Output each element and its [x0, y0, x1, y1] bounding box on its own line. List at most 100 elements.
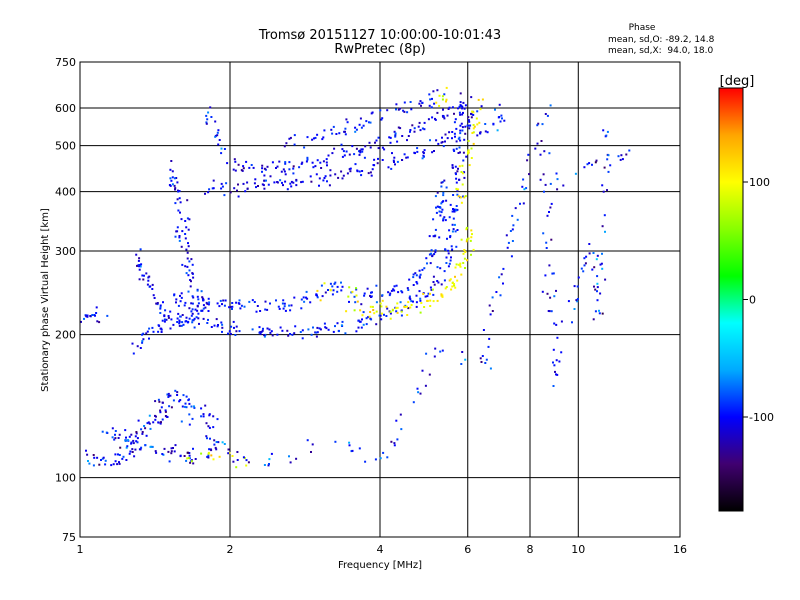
- data-point: [146, 422, 149, 425]
- data-point: [202, 317, 205, 320]
- data-point: [456, 170, 459, 173]
- data-point: [457, 107, 459, 110]
- data-point: [444, 287, 447, 290]
- data-point: [428, 93, 431, 96]
- data-point: [285, 142, 288, 145]
- data-point: [207, 303, 210, 306]
- data-point: [177, 304, 180, 307]
- data-point: [217, 143, 220, 146]
- data-point: [342, 150, 345, 153]
- data-point: [428, 373, 431, 376]
- data-point: [429, 286, 432, 289]
- plot-frame: [79, 61, 681, 538]
- data-point: [186, 321, 189, 324]
- data-point: [189, 279, 192, 281]
- data-point: [263, 335, 266, 338]
- data-point: [234, 160, 237, 163]
- data-point: [140, 263, 143, 266]
- data-point: [242, 165, 245, 168]
- data-point: [354, 130, 357, 133]
- data-point: [548, 152, 551, 155]
- data-point: [419, 129, 422, 132]
- data-point: [467, 149, 470, 152]
- data-point: [209, 437, 211, 440]
- data-point: [312, 166, 315, 169]
- data-point: [130, 433, 133, 436]
- data-point: [598, 309, 600, 312]
- data-point: [436, 89, 439, 92]
- data-point: [192, 276, 195, 279]
- data-point: [110, 464, 113, 467]
- data-point: [380, 305, 383, 308]
- data-point: [182, 394, 185, 397]
- data-point: [176, 189, 179, 192]
- data-point: [431, 288, 434, 291]
- data-point: [167, 315, 170, 317]
- data-point: [180, 218, 183, 221]
- data-point: [460, 273, 463, 276]
- data-point: [383, 148, 386, 151]
- data-point: [196, 295, 199, 298]
- data-point: [302, 296, 305, 299]
- data-point: [86, 453, 89, 456]
- data-point: [131, 451, 134, 453]
- data-point: [190, 405, 193, 408]
- data-point: [121, 457, 124, 460]
- data-point: [462, 151, 465, 154]
- data-point: [216, 134, 219, 137]
- data-point: [224, 299, 227, 302]
- data-point: [428, 104, 431, 107]
- data-point: [157, 421, 160, 424]
- data-point: [455, 245, 458, 248]
- data-point: [255, 186, 257, 189]
- data-point: [314, 165, 317, 168]
- data-point: [323, 282, 326, 285]
- data-point: [471, 132, 474, 134]
- data-point: [396, 438, 399, 441]
- data-point: [159, 307, 162, 310]
- data-point: [460, 363, 463, 365]
- data-point: [149, 427, 152, 430]
- data-point: [149, 445, 152, 448]
- data-point: [340, 289, 343, 292]
- data-point: [118, 461, 120, 464]
- data-point: [118, 454, 121, 456]
- data-point: [594, 310, 597, 313]
- data-point: [438, 94, 441, 97]
- data-point: [443, 279, 446, 282]
- data-point: [137, 264, 140, 267]
- data-point: [467, 237, 470, 240]
- data-point: [93, 456, 96, 459]
- data-point: [325, 327, 328, 330]
- data-point: [315, 294, 318, 297]
- data-point: [218, 455, 221, 458]
- data-point: [183, 304, 186, 307]
- data-point: [405, 156, 408, 159]
- data-point: [470, 112, 472, 115]
- y-tick-label: 400: [55, 186, 76, 199]
- data-point: [546, 214, 549, 217]
- data-point: [175, 298, 178, 301]
- data-point: [604, 278, 607, 281]
- data-point: [428, 235, 431, 238]
- data-point: [371, 168, 374, 171]
- data-point: [192, 296, 195, 299]
- x-tick-label: 10: [571, 543, 585, 556]
- data-point: [238, 299, 241, 302]
- data-point: [371, 291, 373, 294]
- data-point: [448, 216, 451, 219]
- data-point: [455, 181, 458, 184]
- data-point: [230, 325, 233, 328]
- data-point: [392, 288, 395, 291]
- data-point: [377, 147, 380, 150]
- data-point: [432, 293, 435, 296]
- data-point: [191, 321, 194, 324]
- data-point: [184, 237, 187, 240]
- data-point: [261, 183, 264, 186]
- data-point: [560, 320, 563, 323]
- data-point: [434, 251, 437, 254]
- data-point: [86, 314, 89, 317]
- data-point: [186, 257, 189, 260]
- data-point: [318, 177, 321, 180]
